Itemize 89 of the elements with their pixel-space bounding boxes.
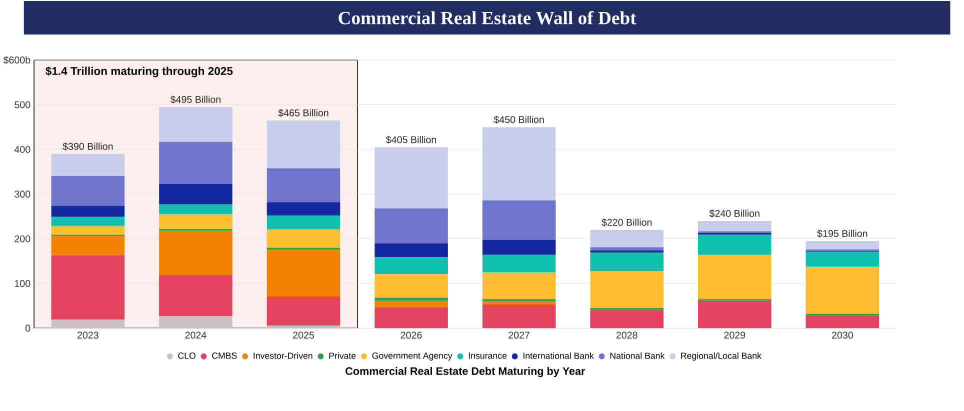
y-tick-label: 300 bbox=[14, 190, 30, 198]
total-label: $390 Billion bbox=[62, 142, 113, 150]
bar bbox=[159, 184, 232, 204]
bar bbox=[698, 300, 772, 328]
bar bbox=[374, 300, 448, 308]
bar bbox=[159, 316, 232, 328]
bar bbox=[482, 240, 556, 255]
legend-label: Regional/Local Bank bbox=[681, 352, 762, 361]
bar bbox=[590, 230, 664, 248]
bar bbox=[159, 230, 232, 276]
bar bbox=[482, 127, 556, 200]
bar bbox=[159, 204, 232, 214]
bar bbox=[482, 304, 556, 328]
legend-label: Insurance bbox=[468, 352, 507, 359]
legend-label: National Bank bbox=[610, 352, 665, 359]
legend-label: Private bbox=[329, 352, 356, 359]
bar bbox=[51, 176, 125, 206]
x-tick-label: 2028 bbox=[616, 332, 638, 339]
legend-label: International Bank bbox=[524, 352, 594, 359]
bar bbox=[482, 200, 556, 240]
bar bbox=[374, 147, 448, 208]
bar bbox=[482, 254, 556, 272]
bar bbox=[698, 220, 772, 232]
bar bbox=[482, 299, 556, 302]
total-label: $450 Billion bbox=[494, 116, 544, 124]
total-label: $220 Billion bbox=[602, 218, 652, 226]
x-axis-title: Commercial Real Estate Debt Maturing by Year bbox=[346, 367, 586, 378]
bar bbox=[806, 252, 880, 267]
bar bbox=[590, 247, 664, 250]
x-tick-label: 2026 bbox=[400, 332, 422, 339]
x-tick-label: 2027 bbox=[508, 332, 530, 339]
total-label: $495 Billion bbox=[170, 96, 220, 104]
total-label: $240 Billion bbox=[709, 210, 760, 218]
bar bbox=[590, 310, 664, 328]
bar bbox=[266, 202, 340, 216]
y-tick-label: 0 bbox=[26, 324, 30, 332]
chart-title: Commercial Real Estate Wall of Debt bbox=[338, 11, 636, 24]
bar bbox=[51, 154, 125, 176]
bar bbox=[51, 226, 125, 235]
bar bbox=[159, 214, 232, 230]
bar bbox=[806, 241, 880, 250]
bar bbox=[51, 216, 125, 226]
bar bbox=[482, 302, 556, 305]
y-tick-label: 100 bbox=[14, 280, 30, 287]
bar bbox=[266, 229, 340, 248]
bar bbox=[698, 254, 772, 300]
bar bbox=[698, 234, 772, 255]
bar bbox=[374, 257, 448, 274]
bar bbox=[159, 142, 232, 184]
band-label: $1.4 Trillion maturing through 2025 bbox=[46, 66, 233, 78]
total-label: $405 Billion bbox=[386, 136, 436, 144]
y-tick-label: 200 bbox=[14, 235, 30, 242]
bar bbox=[590, 271, 664, 308]
bar bbox=[374, 307, 448, 328]
legend-label: Investor-Driven bbox=[254, 352, 312, 359]
legend-label: Government Agency bbox=[372, 352, 452, 361]
y-tick-label: 500 bbox=[14, 101, 30, 108]
y-tick-label: 400 bbox=[14, 146, 30, 153]
legend-label: CMBS bbox=[212, 352, 237, 359]
bar bbox=[374, 298, 448, 300]
bar bbox=[266, 216, 340, 230]
total-label: $195 Billion bbox=[817, 230, 868, 238]
bar bbox=[590, 250, 664, 253]
bar bbox=[51, 206, 125, 217]
bar bbox=[806, 266, 880, 314]
bar bbox=[159, 275, 232, 316]
x-tick-label: 2025 bbox=[293, 332, 314, 339]
x-tick-label: 2023 bbox=[78, 332, 98, 339]
bar bbox=[374, 274, 448, 298]
y-tick-label: $600b bbox=[3, 56, 30, 64]
bar bbox=[806, 316, 880, 328]
x-tick-label: 2030 bbox=[832, 332, 853, 339]
bar bbox=[266, 296, 340, 326]
bar bbox=[51, 320, 125, 328]
bar bbox=[266, 168, 340, 202]
bar bbox=[266, 250, 340, 296]
bar bbox=[159, 107, 232, 142]
legend-label: CLO bbox=[178, 352, 196, 359]
bar bbox=[266, 120, 340, 168]
x-tick-label: 2029 bbox=[724, 332, 746, 339]
bar bbox=[482, 272, 556, 300]
bar bbox=[374, 243, 448, 258]
bar bbox=[590, 252, 664, 272]
x-tick-label: 2024 bbox=[185, 332, 206, 339]
bar bbox=[51, 236, 125, 256]
total-label: $465 Billion bbox=[278, 109, 328, 117]
bar bbox=[266, 326, 340, 328]
bar bbox=[51, 255, 125, 320]
bar bbox=[374, 208, 448, 244]
